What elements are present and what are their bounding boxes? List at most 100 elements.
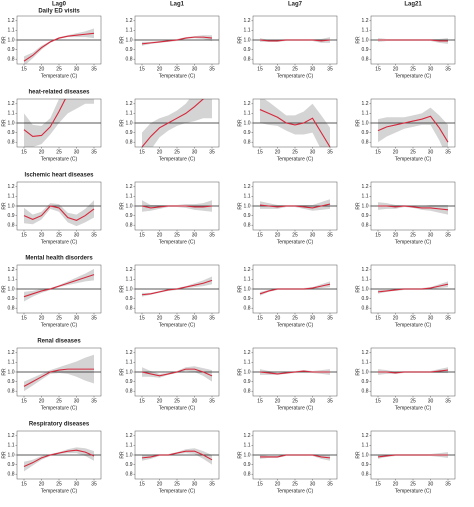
y-tick-label: 1.1 bbox=[244, 194, 251, 200]
column-title: Lag7 bbox=[288, 2, 303, 8]
y-tick-label: 0.9 bbox=[244, 47, 251, 53]
x-tick-label: 35 bbox=[209, 66, 215, 72]
y-axis-label: RR bbox=[1, 119, 7, 127]
panel: 0.8 0.9 1.0 1.1 1.2 15 20 25 30 35 Temperature (C)… bbox=[237, 430, 338, 494]
x-tick-label: 20 bbox=[39, 315, 45, 321]
x-axis-label: Temperature (C) bbox=[41, 488, 78, 494]
x-tick-label: 20 bbox=[157, 481, 163, 487]
x-tick-label: 30 bbox=[428, 66, 434, 72]
x-tick-label: 15 bbox=[375, 149, 381, 155]
panel: 0.8 0.9 1.0 1.1 1.2 15 20 25 30 35 Temperature (C)… bbox=[355, 98, 456, 162]
confidence-band bbox=[378, 281, 448, 294]
panel: 0.8 0.9 1.0 1.1 1.2 15 20 25 30 35 Temperature (C)… bbox=[237, 181, 338, 245]
x-tick-label: 20 bbox=[39, 232, 45, 238]
fit-line bbox=[23, 205, 95, 221]
y-tick-label: 1.2 bbox=[8, 184, 15, 190]
x-tick-label: 20 bbox=[39, 481, 45, 487]
x-tick-label: 25 bbox=[292, 66, 298, 72]
x-tick-label: 30 bbox=[310, 66, 316, 72]
x-tick-label: 35 bbox=[209, 398, 215, 404]
y-tick-label: 1.0 bbox=[244, 452, 251, 458]
fit-line bbox=[259, 370, 330, 375]
y-tick-label: 0.9 bbox=[244, 296, 251, 302]
fit-line bbox=[259, 109, 331, 147]
y-tick-label: 0.8 bbox=[8, 472, 15, 478]
y-tick-label: 1.1 bbox=[8, 28, 15, 34]
y-axis-label: RR bbox=[1, 285, 7, 293]
x-axis-label: Temperature (C) bbox=[277, 488, 314, 494]
x-axis-label: Temperature (C) bbox=[395, 405, 432, 411]
plot-area bbox=[371, 281, 455, 294]
x-tick-label: 25 bbox=[56, 481, 62, 487]
y-axis-label: RR bbox=[237, 451, 243, 459]
panel: 0.8 0.9 1.0 1.1 1.2 15 20 25 30 35 Temperature (C)… bbox=[119, 264, 220, 328]
y-tick-label: 0.8 bbox=[362, 472, 369, 478]
y-tick-label: 1.0 bbox=[362, 452, 369, 458]
y-tick-label: 1.1 bbox=[8, 111, 15, 117]
x-tick-label: 30 bbox=[428, 232, 434, 238]
x-tick-label: 20 bbox=[157, 315, 163, 321]
plot-area bbox=[371, 107, 455, 147]
fit-line bbox=[141, 368, 213, 377]
x-tick-label: 25 bbox=[410, 481, 416, 487]
y-tick-label: 1.2 bbox=[126, 184, 133, 190]
x-tick-label: 30 bbox=[192, 481, 198, 487]
panel: Ischemic heart diseases 0.8 0.9 1.0 1.1 1.2 15… bbox=[1, 173, 102, 245]
plot-area bbox=[253, 199, 337, 211]
y-tick-label: 0.8 bbox=[362, 223, 369, 229]
x-axis-label: Temperature (C) bbox=[41, 405, 78, 411]
x-tick-label: 20 bbox=[275, 149, 281, 155]
row-title: heat-related diseases bbox=[28, 90, 90, 96]
x-tick-label: 35 bbox=[209, 481, 215, 487]
plot-area bbox=[135, 276, 219, 297]
x-tick-label: 20 bbox=[275, 232, 281, 238]
y-tick-label: 1.2 bbox=[362, 101, 369, 107]
x-tick-label: 15 bbox=[257, 232, 263, 238]
x-tick-label: 35 bbox=[209, 315, 215, 321]
y-axis-label: RR bbox=[355, 451, 361, 459]
panel: Lag21 0.8 0.9 1.0 1.1 1.2 15 20 25 30 35 Temperatur… bbox=[355, 2, 456, 79]
x-tick-label: 20 bbox=[275, 481, 281, 487]
fit-line bbox=[23, 449, 95, 468]
x-axis-label: Temperature (C) bbox=[159, 73, 196, 79]
x-tick-label: 20 bbox=[39, 398, 45, 404]
y-tick-label: 1.0 bbox=[362, 286, 369, 292]
y-tick-label: 0.9 bbox=[126, 130, 133, 136]
x-tick-label: 15 bbox=[139, 232, 145, 238]
x-tick-label: 15 bbox=[21, 232, 27, 238]
y-tick-label: 1.0 bbox=[244, 369, 251, 375]
x-tick-label: 30 bbox=[74, 315, 80, 321]
x-tick-label: 25 bbox=[292, 232, 298, 238]
y-tick-label: 0.8 bbox=[362, 389, 369, 395]
y-tick-label: 0.9 bbox=[244, 462, 251, 468]
plot-area bbox=[253, 281, 337, 296]
y-axis-label: RR bbox=[355, 119, 361, 127]
confidence-band bbox=[378, 107, 448, 147]
x-tick-label: 25 bbox=[56, 315, 62, 321]
x-tick-label: 20 bbox=[393, 66, 399, 72]
x-tick-label: 35 bbox=[445, 232, 451, 238]
confidence-band bbox=[142, 366, 212, 382]
y-tick-label: 1.2 bbox=[362, 433, 369, 439]
panel: 0.8 0.9 1.0 1.1 1.2 15 20 25 30 35 Temperature (C)… bbox=[237, 264, 338, 328]
x-tick-label: 20 bbox=[157, 398, 163, 404]
x-tick-label: 35 bbox=[327, 232, 333, 238]
fit-line bbox=[141, 205, 213, 209]
plot-area bbox=[17, 447, 101, 472]
y-tick-label: 1.0 bbox=[126, 120, 133, 126]
x-axis-label: Temperature (C) bbox=[395, 156, 432, 162]
y-tick-label: 1.2 bbox=[362, 267, 369, 273]
x-axis-label: Temperature (C) bbox=[395, 322, 432, 328]
confidence-band bbox=[378, 202, 448, 215]
x-tick-label: 30 bbox=[74, 232, 80, 238]
x-tick-label: 20 bbox=[157, 66, 163, 72]
y-tick-label: 1.1 bbox=[126, 443, 133, 449]
fit-line bbox=[141, 36, 213, 45]
confidence-band bbox=[24, 447, 94, 472]
x-tick-label: 30 bbox=[310, 315, 316, 321]
y-tick-label: 0.9 bbox=[362, 213, 369, 219]
y-tick-label: 1.0 bbox=[8, 369, 15, 375]
y-tick-label: 0.8 bbox=[362, 306, 369, 312]
panel: 0.8 0.9 1.0 1.1 1.2 15 20 25 30 35 Temperature (C)… bbox=[237, 98, 338, 162]
x-tick-label: 15 bbox=[21, 398, 27, 404]
